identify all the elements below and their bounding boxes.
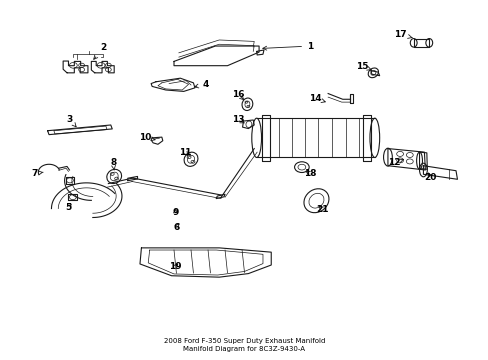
Text: 12: 12 xyxy=(387,158,403,167)
Text: 13: 13 xyxy=(232,116,244,125)
Text: 16: 16 xyxy=(232,90,244,100)
Text: 2: 2 xyxy=(94,43,106,59)
Text: 15: 15 xyxy=(355,62,370,71)
Text: 11: 11 xyxy=(179,148,191,157)
Text: 10: 10 xyxy=(139,132,155,141)
Text: 18: 18 xyxy=(303,169,316,178)
Text: 7: 7 xyxy=(31,169,43,178)
Text: 17: 17 xyxy=(393,30,411,39)
Text: 20: 20 xyxy=(423,173,435,182)
Text: 8: 8 xyxy=(110,158,116,170)
Text: 19: 19 xyxy=(169,262,182,271)
Text: 21: 21 xyxy=(315,205,328,214)
Text: 4: 4 xyxy=(194,80,208,89)
Text: 9: 9 xyxy=(172,208,178,217)
Text: 6: 6 xyxy=(173,222,179,231)
Text: 1: 1 xyxy=(262,41,313,50)
Text: 3: 3 xyxy=(66,115,76,127)
Text: 14: 14 xyxy=(308,94,325,103)
Text: 5: 5 xyxy=(65,203,71,212)
Text: 2008 Ford F-350 Super Duty Exhaust Manifold
Manifold Diagram for 8C3Z-9430-A: 2008 Ford F-350 Super Duty Exhaust Manif… xyxy=(163,338,325,352)
